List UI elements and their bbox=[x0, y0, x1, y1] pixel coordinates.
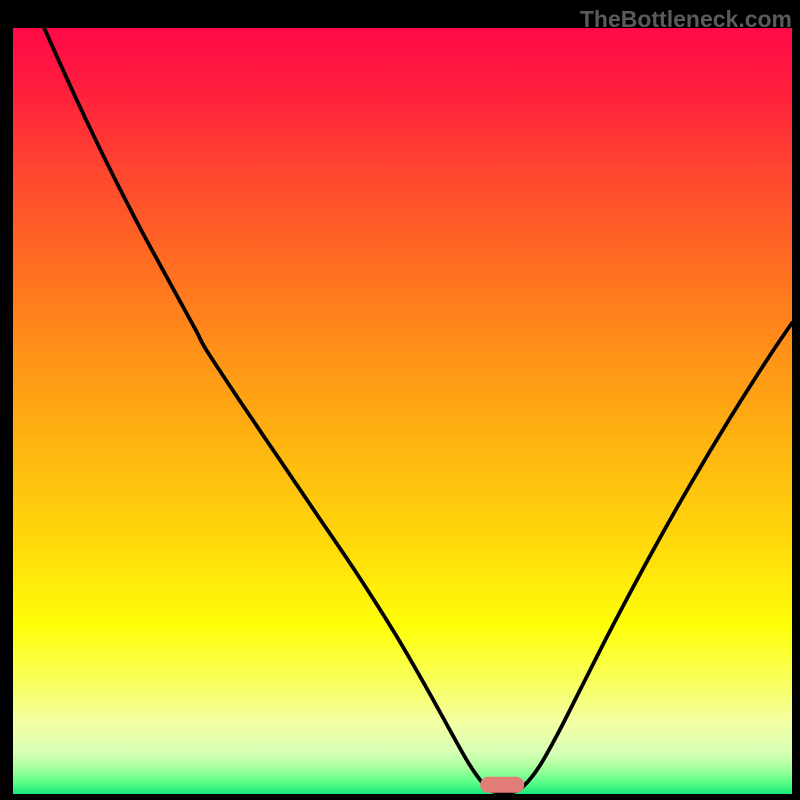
chart-svg bbox=[0, 0, 800, 800]
watermark-text: TheBottleneck.com bbox=[580, 6, 792, 33]
optimal-marker bbox=[480, 777, 524, 793]
chart-container: TheBottleneck.com bbox=[0, 0, 800, 800]
plot-gradient-area bbox=[13, 28, 792, 794]
